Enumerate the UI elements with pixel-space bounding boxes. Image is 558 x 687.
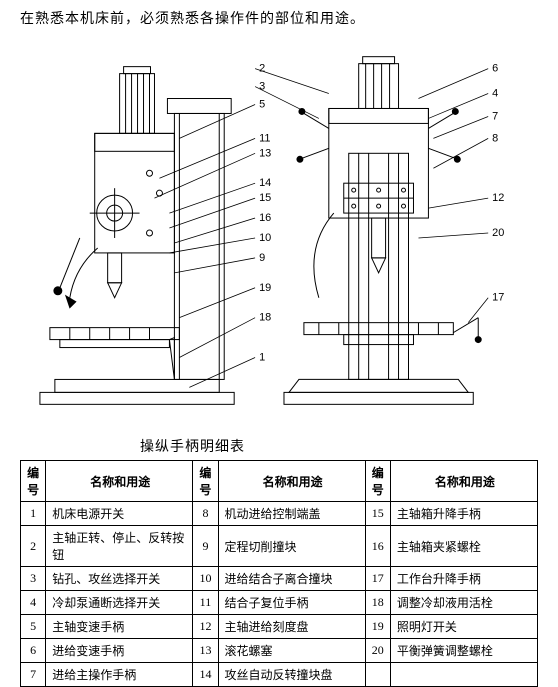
table-row: 6进给变速手柄13滚花螺塞20平衡弹簧调整螺栓 [21, 639, 538, 663]
cell-num: 12 [193, 615, 218, 639]
table-row: 2主轴正转、停止、反转按钮9定程切削撞块16主轴箱夹紧螺栓 [21, 526, 538, 567]
table-title: 操纵手柄明细表 [140, 436, 538, 456]
cell-num: 13 [193, 639, 218, 663]
cell-num [365, 663, 390, 687]
cell-num: 2 [21, 526, 46, 567]
cell-name: 主轴箱升降手柄 [390, 502, 537, 526]
cell-name: 主轴进给刻度盘 [218, 615, 365, 639]
cell-num: 6 [21, 639, 46, 663]
cell-num: 1 [21, 502, 46, 526]
callout-5: 5 [259, 98, 265, 110]
callout-17: 17 [492, 292, 504, 304]
cell-name: 机动进给控制端盖 [218, 502, 365, 526]
cell-num: 14 [193, 663, 218, 687]
cell-num: 20 [365, 639, 390, 663]
callout-6: 6 [492, 63, 498, 75]
callout-11: 11 [259, 132, 270, 144]
cell-num: 3 [21, 567, 46, 591]
machine-diagram: 2 3 5 11 13 14 15 16 10 9 19 18 1 6 4 7 … [20, 38, 538, 428]
callout-4: 4 [492, 88, 498, 100]
callout-10: 10 [259, 232, 271, 244]
cell-name: 机床电源开关 [46, 502, 193, 526]
cell-name: 主轴变速手柄 [46, 615, 193, 639]
header-name-2: 名称和用途 [218, 461, 365, 502]
callout-15: 15 [259, 192, 271, 204]
callout-9: 9 [259, 252, 265, 264]
header-name-1: 名称和用途 [46, 461, 193, 502]
cell-num: 11 [193, 591, 218, 615]
cell-num: 7 [21, 663, 46, 687]
cell-num: 4 [21, 591, 46, 615]
callout-18: 18 [259, 312, 271, 324]
cell-name: 主轴正转、停止、反转按钮 [46, 526, 193, 567]
cell-num: 5 [21, 615, 46, 639]
header-num-1: 编号 [21, 461, 46, 502]
cell-name: 结合子复位手柄 [218, 591, 365, 615]
handle-table: 编号 名称和用途 编号 名称和用途 编号 名称和用途 1机床电源开关8机动进给控… [20, 460, 538, 687]
callout-19: 19 [259, 282, 271, 294]
cell-num: 10 [193, 567, 218, 591]
cell-name: 定程切削撞块 [218, 526, 365, 567]
cell-name: 钻孔、攻丝选择开关 [46, 567, 193, 591]
header-num-3: 编号 [365, 461, 390, 502]
cell-num: 8 [193, 502, 218, 526]
cell-num: 15 [365, 502, 390, 526]
cell-num: 18 [365, 591, 390, 615]
cell-name: 进给结合子离合撞块 [218, 567, 365, 591]
callout-12: 12 [492, 192, 504, 204]
callout-2: 2 [259, 63, 265, 75]
table-row: 7进给主操作手柄14攻丝自动反转撞块盘 [21, 663, 538, 687]
cell-name: 照明灯开关 [390, 615, 537, 639]
cell-name: 主轴箱夹紧螺栓 [390, 526, 537, 567]
callout-13: 13 [259, 147, 271, 159]
cell-num: 16 [365, 526, 390, 567]
callout-7: 7 [492, 110, 498, 122]
cell-name [390, 663, 537, 687]
cell-name: 调整冷却液用活栓 [390, 591, 537, 615]
table-row: 1机床电源开关8机动进给控制端盖15主轴箱升降手柄 [21, 502, 538, 526]
cell-name: 冷却泵通断选择开关 [46, 591, 193, 615]
table-header-row: 编号 名称和用途 编号 名称和用途 编号 名称和用途 [21, 461, 538, 502]
cell-name: 进给变速手柄 [46, 639, 193, 663]
cell-name: 滚花螺塞 [218, 639, 365, 663]
cell-num: 19 [365, 615, 390, 639]
cell-num: 9 [193, 526, 218, 567]
cell-num: 17 [365, 567, 390, 591]
callout-16: 16 [259, 212, 271, 224]
callout-1: 1 [259, 352, 265, 364]
table-row: 4冷却泵通断选择开关11结合子复位手柄18调整冷却液用活栓 [21, 591, 538, 615]
cell-name: 攻丝自动反转撞块盘 [218, 663, 365, 687]
table-row: 3钻孔、攻丝选择开关10进给结合子离合撞块17工作台升降手柄 [21, 567, 538, 591]
callout-3: 3 [259, 81, 265, 93]
header-name-3: 名称和用途 [390, 461, 537, 502]
callout-14: 14 [259, 177, 271, 189]
cell-name: 平衡弹簧调整螺栓 [390, 639, 537, 663]
callout-8: 8 [492, 132, 498, 144]
callout-20: 20 [492, 227, 504, 239]
cell-name: 工作台升降手柄 [390, 567, 537, 591]
intro-text: 在熟悉本机床前，必须熟悉各操作件的部位和用途。 [20, 8, 538, 28]
table-row: 5主轴变速手柄12主轴进给刻度盘19照明灯开关 [21, 615, 538, 639]
header-num-2: 编号 [193, 461, 218, 502]
cell-name: 进给主操作手柄 [46, 663, 193, 687]
